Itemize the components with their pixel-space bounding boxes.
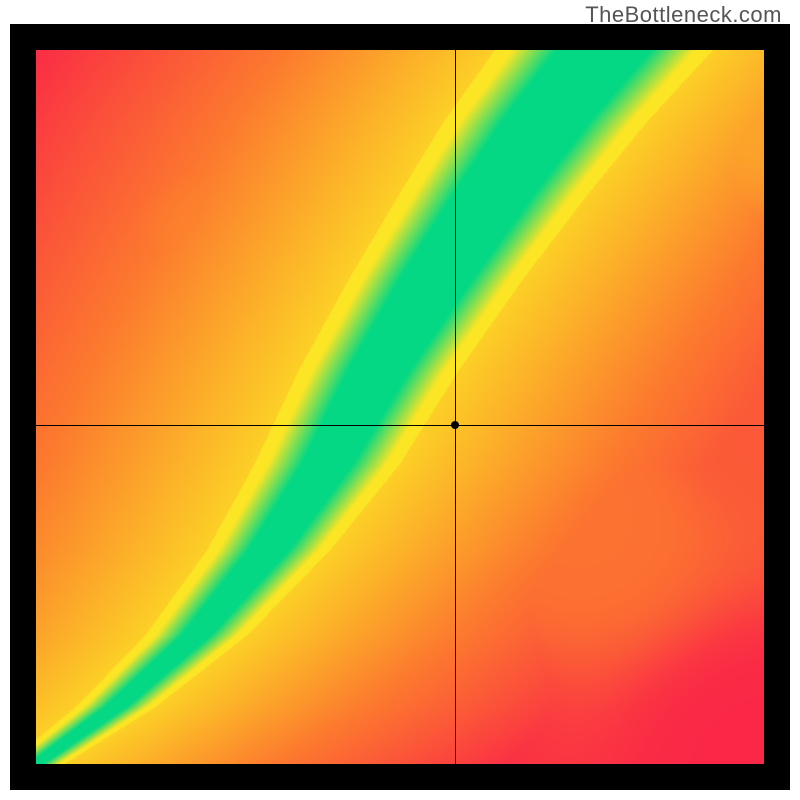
watermark-text: TheBottleneck.com	[585, 2, 782, 28]
crosshair-vertical	[455, 50, 456, 764]
marker-dot	[451, 421, 459, 429]
chart-container: TheBottleneck.com	[0, 0, 800, 800]
chart-outer-frame	[10, 24, 790, 790]
plot-area	[36, 50, 764, 764]
heatmap-canvas	[36, 50, 764, 764]
crosshair-horizontal	[36, 425, 764, 426]
